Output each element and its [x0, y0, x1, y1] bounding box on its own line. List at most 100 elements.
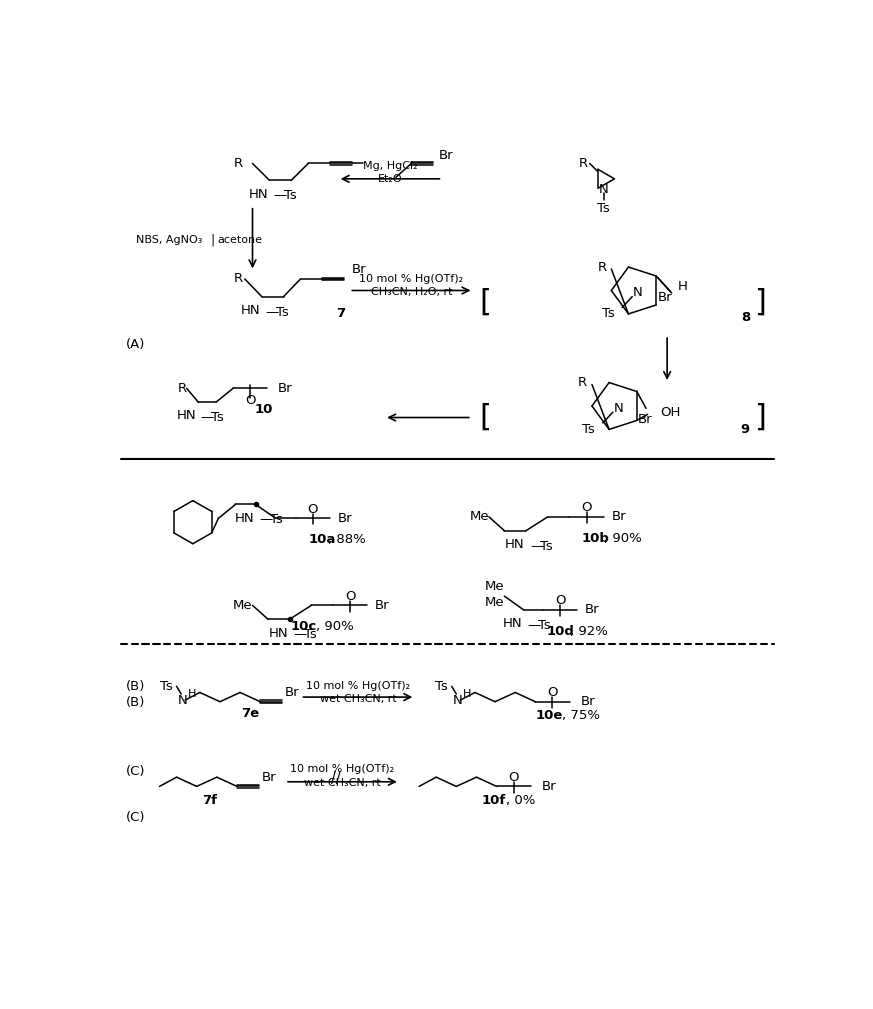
Text: R: R — [177, 381, 187, 395]
Text: Br: Br — [581, 695, 595, 708]
Text: —: — — [201, 411, 214, 424]
Text: Ts: Ts — [540, 540, 553, 553]
Text: OH: OH — [660, 407, 680, 420]
Text: 9: 9 — [741, 423, 750, 436]
Text: Me: Me — [485, 595, 505, 608]
Text: N: N — [614, 402, 623, 415]
Text: 7e: 7e — [241, 706, 259, 719]
Text: 8: 8 — [741, 311, 750, 324]
Text: , 88%: , 88% — [328, 534, 366, 547]
Text: H: H — [188, 689, 196, 699]
Text: 7: 7 — [336, 307, 346, 320]
Text: 10f: 10f — [481, 794, 505, 807]
Text: —: — — [527, 619, 541, 632]
Text: —: — — [530, 540, 543, 553]
Text: O: O — [581, 501, 592, 514]
Text: Br: Br — [278, 381, 292, 395]
Text: ]: ] — [754, 403, 766, 432]
Text: (B): (B) — [127, 696, 146, 709]
Text: Mg, HgCl₂: Mg, HgCl₂ — [363, 160, 418, 171]
Text: , 92%: , 92% — [570, 625, 608, 638]
Text: Ts: Ts — [538, 619, 551, 632]
Text: Br: Br — [338, 512, 353, 525]
Text: Ts: Ts — [304, 629, 316, 641]
Text: Br: Br — [637, 413, 652, 426]
Text: HN: HN — [176, 410, 196, 423]
Text: 10c: 10c — [291, 621, 317, 634]
Text: 7f: 7f — [203, 794, 217, 807]
Text: Me: Me — [233, 599, 252, 611]
Text: Br: Br — [262, 771, 277, 784]
Text: O: O — [307, 502, 318, 516]
Text: Ts: Ts — [276, 306, 288, 319]
Text: —: — — [293, 629, 306, 641]
Text: —: — — [259, 514, 272, 527]
Text: , 90%: , 90% — [316, 621, 354, 634]
Text: 10 mol % Hg(OTf)₂: 10 mol % Hg(OTf)₂ — [291, 765, 395, 775]
Text: Ts: Ts — [284, 190, 296, 202]
Text: HN: HN — [249, 188, 268, 201]
Text: Ts: Ts — [597, 202, 610, 215]
Text: —: — — [265, 306, 279, 319]
Text: , 75%: , 75% — [562, 709, 601, 722]
Text: R: R — [597, 261, 607, 273]
Text: Me: Me — [470, 511, 489, 524]
Text: 10d: 10d — [547, 625, 575, 638]
Text: (A): (A) — [127, 338, 146, 351]
Text: ]: ] — [754, 288, 766, 317]
Text: CH₃CN, H₂O, rt: CH₃CN, H₂O, rt — [371, 287, 452, 297]
Text: NBS, AgNO₃: NBS, AgNO₃ — [136, 235, 203, 245]
Text: Br: Br — [585, 603, 600, 616]
Text: Br: Br — [541, 780, 556, 793]
Text: N: N — [599, 183, 608, 196]
Text: N: N — [453, 693, 463, 706]
Text: O: O — [508, 771, 519, 784]
Text: 10a: 10a — [308, 534, 336, 547]
Text: Ts: Ts — [160, 680, 172, 693]
Text: N: N — [178, 693, 188, 706]
Text: R: R — [234, 272, 244, 286]
Text: HN: HN — [505, 538, 525, 551]
Text: —: — — [273, 190, 286, 202]
Text: Br: Br — [438, 149, 453, 162]
Text: wet CH₃CN, rt: wet CH₃CN, rt — [304, 778, 381, 788]
Text: Ts: Ts — [270, 514, 282, 527]
Text: Ts: Ts — [211, 411, 224, 424]
Text: Br: Br — [375, 599, 389, 611]
Text: wet CH₃CN, rt: wet CH₃CN, rt — [320, 693, 396, 703]
Text: HN: HN — [241, 304, 260, 317]
Text: HN: HN — [503, 618, 522, 631]
Text: [: [ — [479, 288, 491, 317]
Text: Br: Br — [611, 511, 626, 524]
Text: H: H — [463, 689, 471, 699]
Text: Ts: Ts — [582, 423, 595, 436]
Text: (C): (C) — [127, 811, 146, 824]
Text: Ts: Ts — [601, 307, 615, 320]
Text: O: O — [245, 395, 256, 407]
Text: H: H — [678, 281, 688, 294]
Text: Ts: Ts — [435, 680, 447, 693]
Text: (C): (C) — [127, 765, 146, 778]
Text: acetone: acetone — [217, 235, 263, 245]
Text: Me: Me — [485, 580, 505, 593]
Text: R: R — [579, 157, 588, 170]
Text: Br: Br — [658, 291, 673, 304]
Text: Et₂O: Et₂O — [378, 174, 402, 184]
Text: N: N — [633, 287, 643, 300]
Text: [: [ — [479, 403, 491, 432]
Text: |: | — [210, 234, 214, 247]
Text: HN: HN — [269, 627, 288, 640]
Text: R: R — [234, 157, 244, 170]
Text: HN: HN — [235, 512, 254, 525]
Text: , 90%: , 90% — [603, 532, 642, 545]
Text: //: // — [332, 771, 341, 786]
Text: Br: Br — [352, 263, 367, 276]
Text: , 0%: , 0% — [506, 794, 535, 807]
Text: 10e: 10e — [535, 709, 563, 722]
Text: 10 mol % Hg(OTf)₂: 10 mol % Hg(OTf)₂ — [360, 273, 464, 284]
Text: Br: Br — [285, 686, 299, 699]
Text: (B): (B) — [127, 680, 146, 693]
Text: O: O — [555, 594, 566, 607]
Text: O: O — [345, 589, 355, 602]
Text: 10 mol % Hg(OTf)₂: 10 mol % Hg(OTf)₂ — [306, 681, 410, 691]
